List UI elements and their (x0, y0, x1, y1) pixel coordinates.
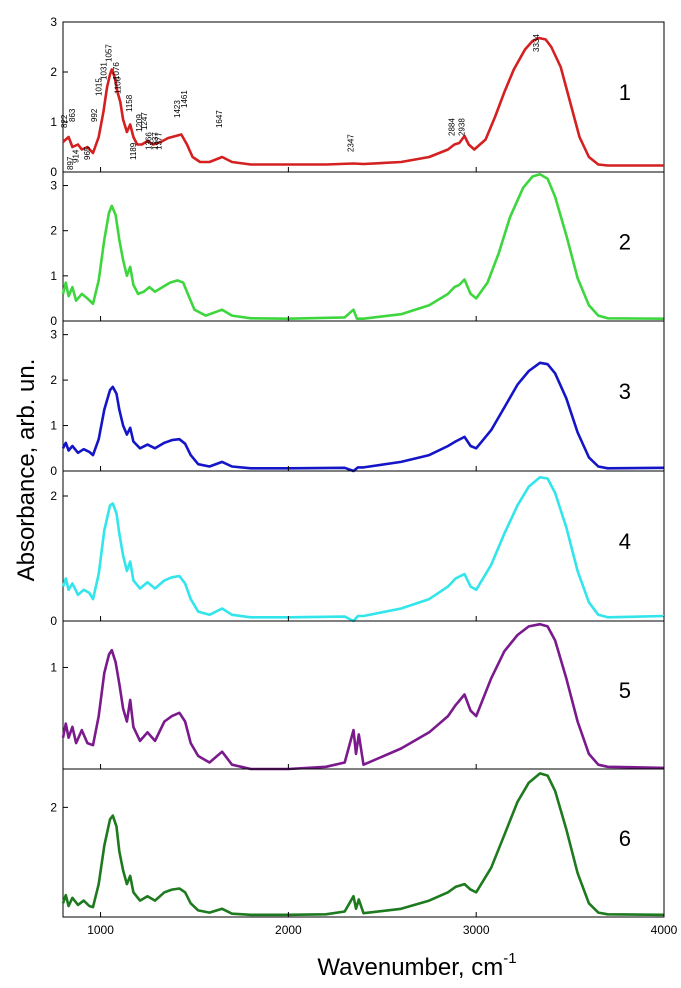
y-tick-label: 2 (50, 489, 57, 503)
y-tick-label: 3 (50, 179, 57, 193)
peak-annotation: 2347 (347, 134, 356, 152)
peak-annotation: 2938 (458, 118, 467, 136)
peak-annotation: 1106 (113, 76, 122, 94)
x-tick-label: 3000 (463, 923, 490, 937)
y-tick-label: 1 (50, 115, 57, 129)
spectrum-line-2 (61, 173, 665, 320)
panel-label: 4 (619, 529, 631, 554)
x-tick-label: 2000 (275, 923, 302, 937)
peak-annotation: 914 (71, 149, 80, 163)
peak-annotation: 1015 (94, 78, 103, 96)
y-tick-label: 3 (50, 15, 57, 29)
y-tick-label: 2 (50, 65, 57, 79)
panel-4: 0 2 4 (50, 470, 665, 628)
peak-annotation: 1189 (129, 142, 138, 160)
peak-annotation: 1031 (99, 62, 108, 80)
x-axis-title: Wavenumber, cm-1 (317, 950, 516, 981)
peak-annotation: 1461 (180, 90, 189, 108)
peak-annotation: 1209 (135, 114, 144, 132)
panel-frame (62, 171, 665, 322)
panel-label: 5 (619, 678, 631, 703)
y-tick-label: 0 (50, 314, 57, 328)
spectrum-line-3 (61, 361, 665, 473)
peak-annotation: 1337 (151, 132, 160, 150)
peak-annotation: 1423 (173, 100, 182, 118)
peak-annotation: 1057 (104, 44, 113, 62)
peak-annotation: 965 (83, 146, 92, 160)
panel-6: 26 (50, 768, 665, 918)
peak-annotation: 992 (90, 108, 99, 122)
y-tick-label: 0 (50, 165, 57, 179)
panel-label: 2 (619, 229, 631, 254)
x-tick-label: 1000 (87, 923, 114, 937)
x-axis-ticks: 1000 2000 3000 4000 (87, 167, 678, 937)
spectrum-line-5 (61, 622, 665, 771)
panel-frame (62, 470, 665, 622)
panel-label: 3 (619, 379, 631, 404)
y-tick-label: 0 (50, 614, 57, 628)
peak-annotation: 1377 (154, 132, 163, 150)
spectrum-line-1 (62, 36, 664, 167)
y-tick-label: 1 (50, 269, 57, 283)
peak-annotation: 897 (66, 156, 75, 170)
peak-annotation: 1076 (112, 62, 121, 80)
y-tick-label: 2 (50, 224, 57, 238)
x-tick-label: 4000 (651, 923, 678, 937)
panel-3: 0 1 2 3 3 (50, 320, 665, 478)
peak-annotation: 1158 (125, 94, 134, 112)
x-axis-title-text: Wavenumber, cm (317, 954, 503, 981)
panel-label: 1 (619, 80, 631, 105)
y-tick-label: 1 (50, 419, 57, 433)
panel-frame (62, 620, 665, 770)
y-tick-label: 1 (50, 660, 57, 674)
peak-annotation: 822 (60, 114, 69, 128)
peak-annotation: 1647 (215, 110, 224, 128)
panel-frame (62, 768, 665, 918)
spectrum-line-6 (61, 772, 665, 917)
y-tick-label: 3 (50, 328, 57, 342)
panel-5: 15 (50, 620, 665, 771)
panel-2: 0 1 2 3 2 (50, 171, 665, 328)
spectrum-line-4 (61, 476, 665, 623)
x-axis-title-superscript: -1 (503, 950, 516, 967)
panel-label: 6 (619, 826, 631, 851)
peak-annotation: 2884 (447, 118, 456, 136)
y-axis-title: Absorbance, arb. un. (13, 359, 40, 582)
y-tick-label: 2 (50, 373, 57, 387)
y-tick-label: 2 (50, 800, 57, 814)
peak-annotation: 1247 (140, 112, 149, 130)
peak-annotation: 3334 (532, 34, 541, 52)
peak-annotation: 863 (68, 108, 77, 122)
y-tick-label: 0 (50, 464, 57, 478)
peak-annotation: 1366 (144, 132, 153, 150)
